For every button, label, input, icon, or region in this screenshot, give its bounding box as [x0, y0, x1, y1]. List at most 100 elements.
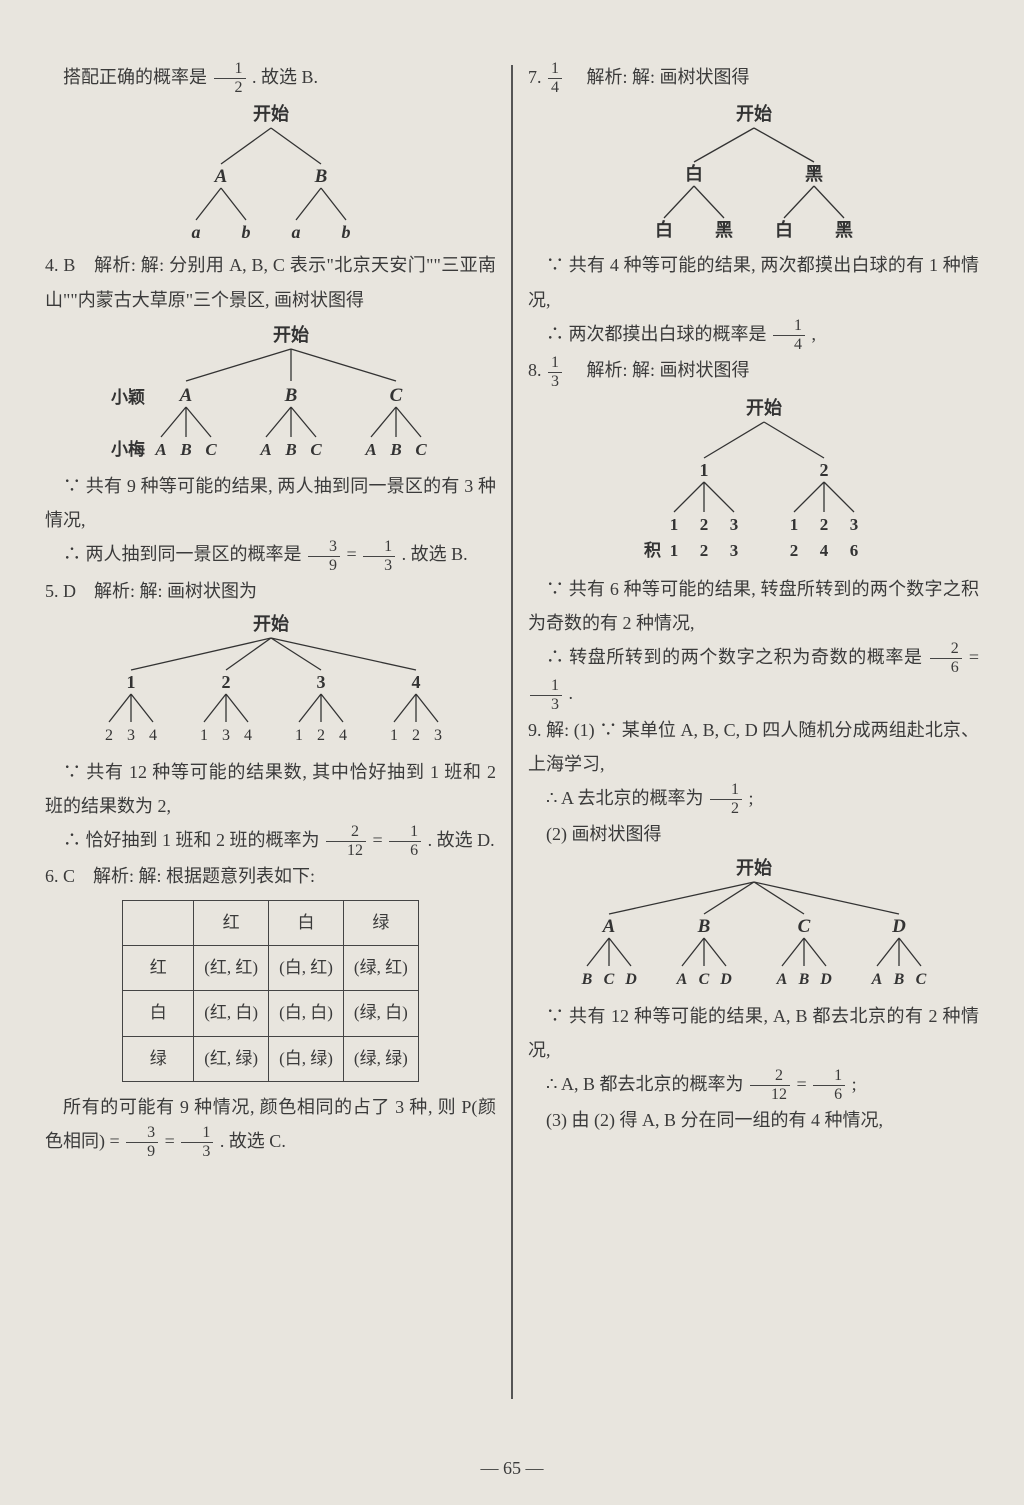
svg-text:1: 1 — [126, 672, 135, 692]
cell: (绿, 白) — [343, 991, 418, 1036]
svg-text:D: D — [719, 971, 732, 988]
svg-text:A: A — [154, 440, 166, 459]
svg-text:A: A — [259, 440, 271, 459]
cell: 白 — [123, 991, 194, 1036]
svg-text:b: b — [341, 222, 350, 242]
tree-abcd: 开始 A B C D BCD ACD ABD ABC — [528, 858, 979, 993]
svg-text:D: D — [624, 971, 637, 988]
svg-text:小梅: 小梅 — [111, 439, 145, 459]
q4-t1: ∵ 共有 9 种等可能的结果, 两人抽到同一景区的有 3 种情况, — [45, 469, 496, 537]
svg-text:6: 6 — [849, 541, 858, 560]
svg-text:B: B — [892, 971, 904, 988]
q7: 7. 14 解析: 解: 画树状图得 — [528, 60, 979, 96]
svg-text:4: 4 — [149, 727, 157, 744]
svg-text:2: 2 — [221, 672, 230, 692]
cell: (红, 红) — [194, 945, 269, 990]
svg-text:A: A — [870, 971, 882, 988]
svg-text:C: C — [310, 440, 322, 459]
svg-text:B: B — [284, 440, 296, 459]
cell: (红, 白) — [194, 991, 269, 1036]
q4-t2: ∴ 两人抽到同一景区的概率是 39 = 13 . 故选 B. — [45, 537, 496, 573]
cell: (白, 绿) — [269, 1036, 344, 1081]
svg-text:C: C — [415, 440, 427, 459]
svg-text:C: C — [603, 971, 614, 988]
svg-text:C: C — [915, 971, 926, 988]
tree-bw-svg: 开始 白 黑 白 黑 白 黑 — [624, 102, 884, 242]
svg-text:开始: 开始 — [273, 324, 309, 345]
page-number: — 65 — — [45, 1451, 979, 1485]
svg-text:白: 白 — [775, 219, 793, 240]
tree-abcd-svg: 开始 A B C D BCD ACD ABD ABC — [544, 858, 964, 993]
tree-ab: 开始 A B a b a b — [45, 102, 496, 242]
svg-text:A: A — [775, 971, 787, 988]
svg-text:3: 3 — [729, 541, 738, 560]
frac-2-6: 26 — [930, 641, 962, 676]
svg-text:开始: 开始 — [253, 614, 289, 634]
tree-abc-svg: 开始 小颖 A B C 小梅 A B C A B C A — [81, 323, 461, 463]
frac-2-12b: 212 — [750, 1068, 790, 1103]
svg-text:D: D — [891, 916, 906, 937]
table-row: 红 (红, 红) (白, 红) (绿, 红) — [123, 945, 418, 990]
svg-text:积: 积 — [644, 541, 661, 560]
q8-t1: ∵ 共有 6 种等可能的结果, 转盘所转到的两个数字之积为奇数的有 2 种情况, — [528, 572, 979, 640]
text: 搭配正确的概率是 — [63, 67, 207, 87]
svg-text:3: 3 — [849, 515, 858, 534]
q9-t4: ∴ A, B 都去北京的概率为 212 = 16 ; — [528, 1067, 979, 1103]
svg-text:B: B — [313, 166, 327, 187]
tree-title: 开始 — [253, 103, 289, 124]
cell: (绿, 绿) — [343, 1036, 418, 1081]
svg-text:白: 白 — [685, 163, 703, 184]
svg-text:1: 1 — [390, 727, 398, 744]
tree-prod: 开始 1 2 1 2 3 1 2 3 积 1 2 3 2 — [528, 396, 979, 566]
cell: 红 — [194, 900, 269, 945]
tree-1234: 开始 1 2 3 4 234 134 124 123 — [45, 614, 496, 749]
q7-t1: ∵ 共有 4 种等可能的结果, 两次都摸出白球的有 1 种情况, — [528, 248, 979, 316]
tree-prod-svg: 开始 1 2 1 2 3 1 2 3 积 1 2 3 2 — [604, 396, 904, 566]
svg-text:4: 4 — [339, 727, 347, 744]
svg-text:C: C — [205, 440, 217, 459]
frac-1-3b: 13 — [181, 1125, 213, 1160]
svg-text:b: b — [241, 222, 250, 242]
svg-text:B: B — [797, 971, 809, 988]
q6: 6. C 解析: 解: 根据题意列表如下: — [45, 859, 496, 893]
svg-text:3: 3 — [729, 515, 738, 534]
svg-text:4: 4 — [244, 727, 252, 744]
svg-text:B: B — [283, 385, 297, 406]
q9: 9. 解: (1) ∵ 某单位 A, B, C, D 四人随机分成两组赴北京、上… — [528, 713, 979, 781]
cell: 绿 — [343, 900, 418, 945]
frac-1-3: 13 — [363, 539, 395, 574]
svg-text:2: 2 — [699, 541, 708, 560]
cell: 绿 — [123, 1036, 194, 1081]
svg-text:C: C — [389, 385, 402, 406]
svg-text:a: a — [191, 222, 200, 242]
svg-text:C: C — [698, 971, 709, 988]
frac-1-3d: 13 — [530, 678, 562, 713]
svg-text:A: A — [675, 971, 687, 988]
svg-text:开始: 开始 — [736, 103, 772, 124]
svg-text:4: 4 — [819, 541, 828, 560]
frac-1-4b: 14 — [773, 318, 805, 353]
table-row: 绿 (红, 绿) (白, 绿) (绿, 绿) — [123, 1036, 418, 1081]
frac-1-2: 1 2 — [214, 61, 246, 96]
frac-3-9b: 39 — [126, 1125, 158, 1160]
frac-1-4: 14 — [548, 61, 562, 96]
svg-text:3: 3 — [316, 672, 325, 692]
cell: (红, 绿) — [194, 1036, 269, 1081]
svg-text:小颖: 小颖 — [111, 387, 145, 407]
svg-text:黑: 黑 — [715, 220, 733, 240]
svg-text:2: 2 — [317, 727, 325, 744]
color-table: 红 白 绿 红 (红, 红) (白, 红) (绿, 红) 白 (红, 白) (白… — [122, 900, 418, 1082]
q6-t1: 所有的可能有 9 种情况, 颜色相同的占了 3 种, 则 P(颜色相同) = 3… — [45, 1090, 496, 1161]
frac-1-2b: 12 — [710, 782, 742, 817]
cell: 白 — [269, 900, 344, 945]
svg-text:2: 2 — [105, 727, 113, 744]
table-row: 红 白 绿 — [123, 900, 418, 945]
q8: 8. 13 解析: 解: 画树状图得 — [528, 353, 979, 389]
frac-1-6: 16 — [389, 824, 421, 859]
table-row: 白 (红, 白) (白, 白) (绿, 白) — [123, 991, 418, 1036]
svg-text:1: 1 — [669, 541, 678, 560]
frac-1-3c: 13 — [548, 355, 562, 390]
svg-text:2: 2 — [819, 460, 828, 480]
cell: (绿, 红) — [343, 945, 418, 990]
q9-t1: ∴ A 去北京的概率为 12 ; — [528, 781, 979, 817]
